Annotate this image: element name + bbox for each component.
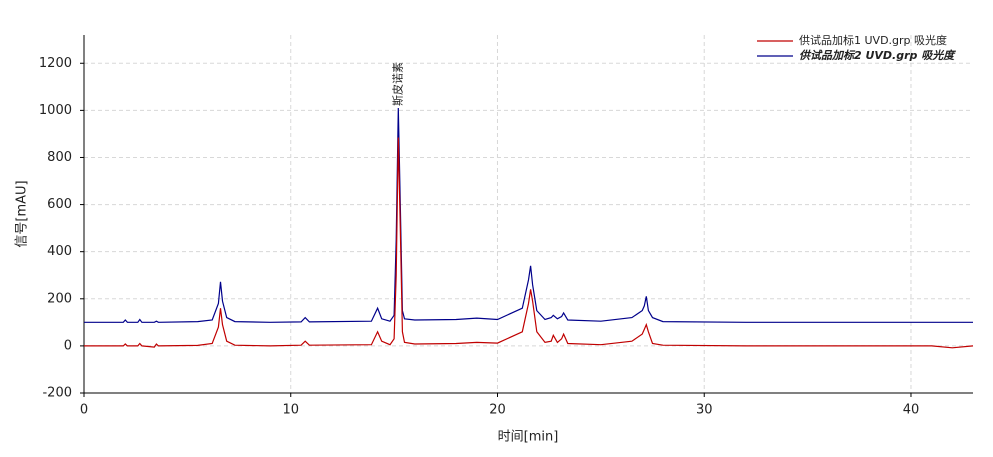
y-tick-label: 400: [47, 244, 72, 259]
line: [84, 107, 973, 323]
legend-label: 供试品加标1 UVD.grp 吸光度: [799, 33, 947, 47]
legend-label: 供试品加标2 UVD.grp 吸光度: [799, 49, 956, 62]
line: [84, 137, 974, 349]
annotation: 斯皮诺素: [391, 62, 404, 106]
y-tick-label: 1200: [39, 56, 72, 71]
y-axis-label: 信号[mAU]: [15, 180, 30, 247]
y-tick-label: 0: [64, 338, 72, 353]
y-tick-label: 1000: [39, 103, 72, 118]
x-axis-label: 时间[min]: [498, 430, 559, 445]
x-tick-label: 40: [903, 403, 920, 418]
y-tick-label: 200: [47, 291, 72, 306]
x-tick-label: 10: [282, 403, 299, 418]
x-tick-label: 30: [696, 403, 713, 418]
y-tick-label: 800: [47, 150, 72, 165]
x-tick-label: 20: [489, 403, 506, 418]
y-tick-label: 600: [47, 197, 72, 212]
y-tick-label: -200: [42, 386, 72, 401]
x-tick-label: 0: [80, 403, 88, 418]
